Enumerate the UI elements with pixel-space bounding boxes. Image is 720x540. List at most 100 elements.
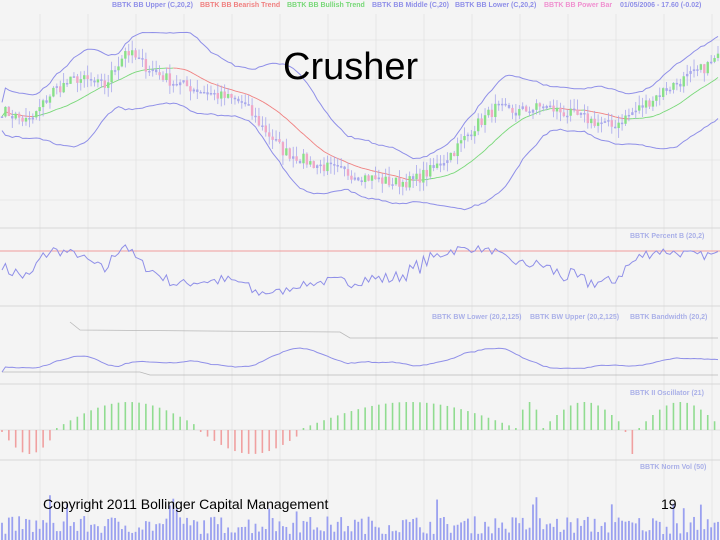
candle-body <box>552 105 555 112</box>
bb-middle-segment <box>275 110 280 114</box>
candle-body <box>137 57 141 60</box>
oscillator-bar <box>97 407 99 430</box>
oscillator-bar <box>186 420 188 430</box>
volume-bar <box>76 530 79 540</box>
bb-middle-segment <box>313 143 318 147</box>
bb-middle-segment <box>245 93 249 96</box>
bb-middle-segment <box>365 168 369 171</box>
volume-bar <box>669 533 671 540</box>
oscillator-bar <box>405 402 408 430</box>
oscillator-bar <box>227 430 229 449</box>
volume-bar <box>381 533 384 540</box>
volume-bar <box>689 522 692 540</box>
candle-body <box>696 69 699 71</box>
candle-body <box>69 76 72 84</box>
candle-body <box>240 101 244 103</box>
volume-bar <box>333 531 336 540</box>
oscillator-bar <box>21 430 24 453</box>
oscillator-bar <box>151 405 154 430</box>
oscillator-bar <box>597 405 599 430</box>
candle-body <box>576 109 579 115</box>
oscillator-bar <box>453 407 456 430</box>
candle-body <box>685 73 689 77</box>
bb-middle-segment <box>515 120 520 124</box>
candle-body <box>665 88 668 91</box>
oscillator-bar <box>556 415 558 430</box>
volume-bar <box>542 529 545 540</box>
volume-bar <box>559 531 562 540</box>
volume-bar <box>329 524 332 540</box>
bb-middle-segment <box>73 100 78 103</box>
volume-bar <box>436 499 438 540</box>
bb-middle-segment <box>310 139 315 144</box>
candle-body <box>638 105 641 111</box>
bb-middle-segment <box>132 71 136 74</box>
candle-body <box>490 109 494 118</box>
bb-middle-segment <box>262 101 267 104</box>
candle-body <box>545 105 548 109</box>
candle-body <box>367 175 370 181</box>
volume-bar <box>21 529 24 540</box>
volume-bar <box>549 523 552 540</box>
volume-bar <box>86 531 89 540</box>
candle-body <box>134 50 137 58</box>
candle-body <box>374 175 377 180</box>
volume-bar <box>545 524 548 540</box>
volume-bar <box>124 525 127 540</box>
candle-body <box>357 177 360 181</box>
bb-middle-segment <box>433 177 438 179</box>
bb-middle-segment <box>443 174 448 177</box>
oscillator-bar <box>638 428 641 430</box>
candle-body <box>634 110 637 113</box>
bb-middle-segment <box>467 161 472 165</box>
candle-body <box>189 86 192 92</box>
bb-middle-segment <box>399 176 403 179</box>
volume-bar <box>179 517 182 540</box>
candle-body <box>168 73 172 86</box>
candle-body <box>209 92 213 95</box>
candle-body <box>48 96 52 103</box>
bb-middle-segment <box>190 71 195 75</box>
candle-body <box>124 51 127 59</box>
candle-body <box>504 103 507 106</box>
volume-bar <box>497 527 500 540</box>
oscillator-bar <box>103 405 106 430</box>
candle-body <box>535 103 538 110</box>
bb-middle-segment <box>53 108 57 112</box>
candle-body <box>172 83 175 86</box>
oscillator-bar <box>432 403 435 430</box>
volume-bar <box>538 518 541 540</box>
bb-middle-segment <box>323 151 328 154</box>
candle-body <box>377 177 381 180</box>
volume-bar <box>55 531 58 540</box>
bb-middle-segment <box>498 133 503 138</box>
candle-body <box>706 62 709 74</box>
candle-body <box>439 163 442 166</box>
volume-bar <box>610 504 613 540</box>
candle-body <box>548 105 552 108</box>
candle-body <box>322 164 326 172</box>
bb-middle-segment <box>255 97 260 101</box>
bb-middle-segment <box>700 86 705 89</box>
volume-bar <box>395 530 397 540</box>
volume-bar <box>696 529 699 540</box>
bb-middle-segment <box>453 170 458 174</box>
bb-middle-segment <box>94 88 99 92</box>
candle-body <box>679 83 682 87</box>
candle-body <box>226 94 230 98</box>
volume-bar <box>79 518 82 540</box>
bb-middle-segment <box>39 113 44 116</box>
volume-bar <box>336 521 339 540</box>
volume-bar <box>556 518 558 540</box>
bb-middle-segment <box>193 73 198 77</box>
volume-bar <box>562 529 565 540</box>
candle-body <box>151 69 154 72</box>
volume-bar <box>658 521 661 540</box>
bb-middle-segment <box>330 154 335 158</box>
candle-body <box>422 169 425 183</box>
volume-bar <box>347 525 349 540</box>
volume-bar <box>686 532 689 540</box>
candle-body <box>538 103 542 107</box>
bb-middle-segment <box>60 106 64 109</box>
bb-middle-segment <box>484 146 489 151</box>
